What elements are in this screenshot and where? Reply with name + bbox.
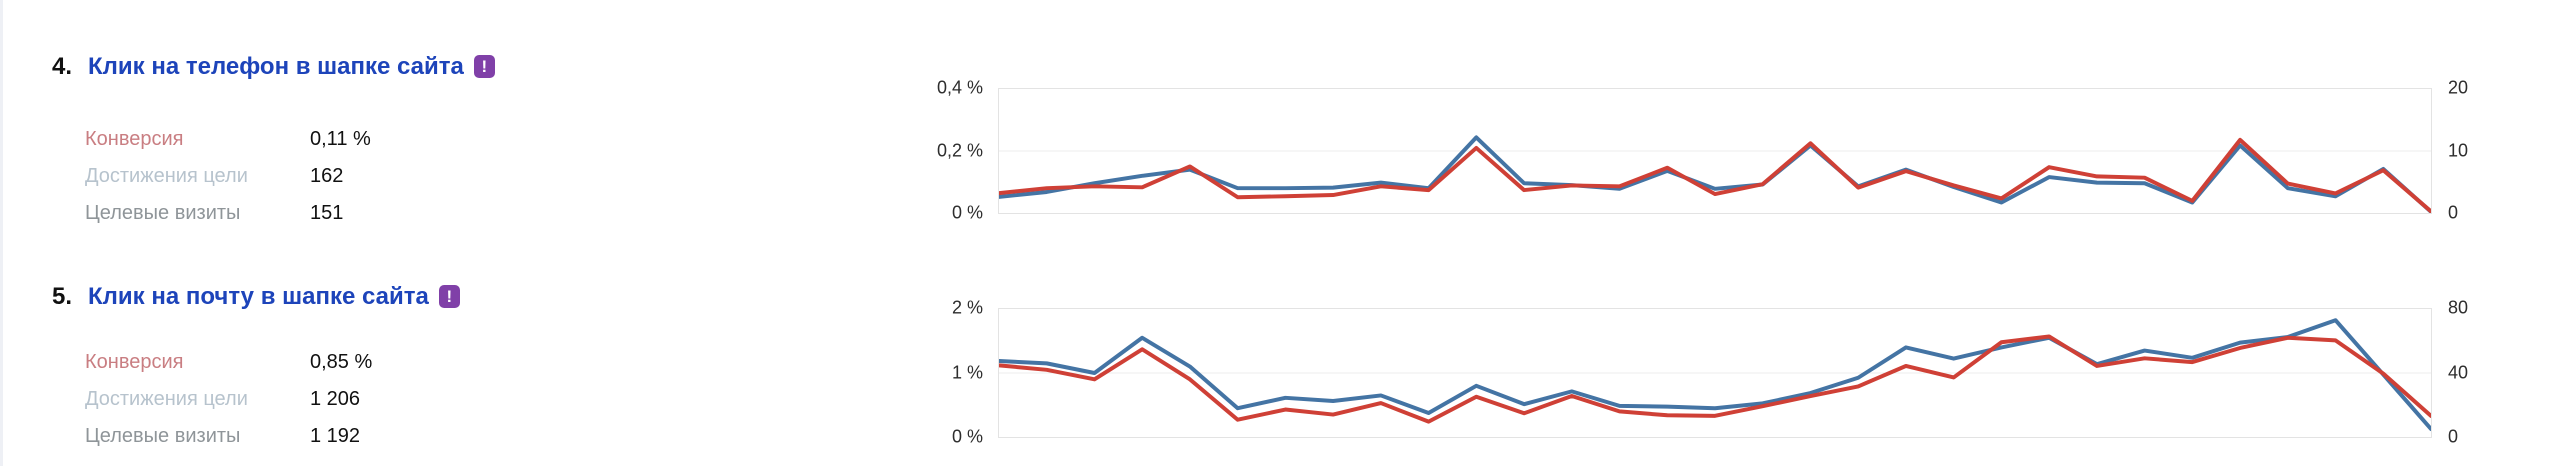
conversion-line bbox=[999, 334, 2431, 424]
goal-5-chart bbox=[998, 308, 2432, 438]
conversion-line bbox=[999, 137, 2431, 213]
goal-4-chart bbox=[998, 88, 2432, 214]
goal-4-chart-canvas bbox=[999, 135, 2431, 213]
metric-row-target-visits: Целевые визиты 1 192 bbox=[85, 418, 515, 455]
metric-value: 151 bbox=[310, 202, 344, 224]
metric-value: 1 206 bbox=[310, 388, 361, 410]
y-axis-tick-label: 0 % bbox=[951, 202, 983, 223]
goal-4-metrics: Конверсия 0,11 % Достижения цели 162 Цел… bbox=[85, 121, 515, 232]
goal-number: 5. bbox=[52, 283, 73, 310]
y-axis-tick-label: 0 % bbox=[951, 426, 983, 447]
goal-title-link[interactable]: Клик на телефон в шапке сайта bbox=[88, 53, 464, 80]
metric-row-target-visits: Целевые визиты 151 bbox=[85, 195, 515, 232]
metric-label: Достижения цели bbox=[85, 165, 248, 187]
goal-number: 4. bbox=[52, 53, 73, 80]
metric-value: 0,11 % bbox=[310, 128, 371, 150]
goal-5-metrics: Конверсия 0,85 % Достижения цели 1 206 Ц… bbox=[85, 344, 515, 455]
goal-5-chart-canvas bbox=[999, 318, 2431, 431]
y-axis-tick-label: 10 bbox=[2448, 140, 2469, 160]
metric-label: Конверсия bbox=[85, 351, 184, 373]
goal-4-header: 4. Клик на телефон в шапке сайта ! bbox=[52, 52, 495, 82]
metric-value: 0,85 % bbox=[310, 351, 373, 373]
y-axis-tick-label: 0 bbox=[2448, 426, 2459, 447]
metric-label: Конверсия bbox=[85, 128, 184, 150]
metric-label: Целевые визиты bbox=[85, 202, 241, 224]
y-axis-tick-label: 20 bbox=[2448, 77, 2469, 98]
goal-info-badge-icon[interactable]: ! bbox=[438, 285, 460, 308]
metric-label: Достижения цели bbox=[85, 388, 248, 410]
goal-5-header: 5. Клик на почту в шапке сайта ! bbox=[52, 282, 460, 312]
y-axis-tick-label: 80 bbox=[2448, 297, 2469, 318]
page-edge-divider bbox=[0, 0, 3, 466]
metric-row-conversion: Конверсия 0,11 % bbox=[85, 121, 515, 158]
y-axis-tick-label: 1 % bbox=[951, 362, 983, 382]
goal-info-badge-icon[interactable]: ! bbox=[473, 55, 495, 78]
metric-row-goal-reaches: Достижения цели 1 206 bbox=[85, 381, 515, 418]
goal-4-chart-left-axis: 0,4 % 0,2 % 0 % bbox=[893, 78, 983, 223]
goal-reaches-line bbox=[999, 135, 2431, 213]
goal-reaches-line bbox=[999, 318, 2431, 431]
metric-value: 1 192 bbox=[310, 425, 361, 447]
goal-5-chart-right-axis: 80 40 0 bbox=[2448, 298, 2538, 447]
goal-title-link[interactable]: Клик на почту в шапке сайта bbox=[88, 283, 429, 310]
metric-row-conversion: Конверсия 0,85 % bbox=[85, 344, 515, 381]
goal-5-chart-left-axis: 2 % 1 % 0 % bbox=[893, 298, 983, 447]
y-axis-tick-label: 0,4 % bbox=[936, 77, 983, 98]
y-axis-tick-label: 0 bbox=[2448, 202, 2459, 223]
metric-label: Целевые визиты bbox=[85, 425, 241, 447]
y-axis-tick-label: 0,2 % bbox=[936, 140, 983, 160]
metric-row-goal-reaches: Достижения цели 162 bbox=[85, 158, 515, 195]
y-axis-tick-label: 2 % bbox=[951, 297, 983, 318]
goal-4-chart-right-axis: 20 10 0 bbox=[2448, 78, 2538, 223]
metric-value: 162 bbox=[310, 165, 344, 187]
y-axis-tick-label: 40 bbox=[2448, 362, 2469, 382]
